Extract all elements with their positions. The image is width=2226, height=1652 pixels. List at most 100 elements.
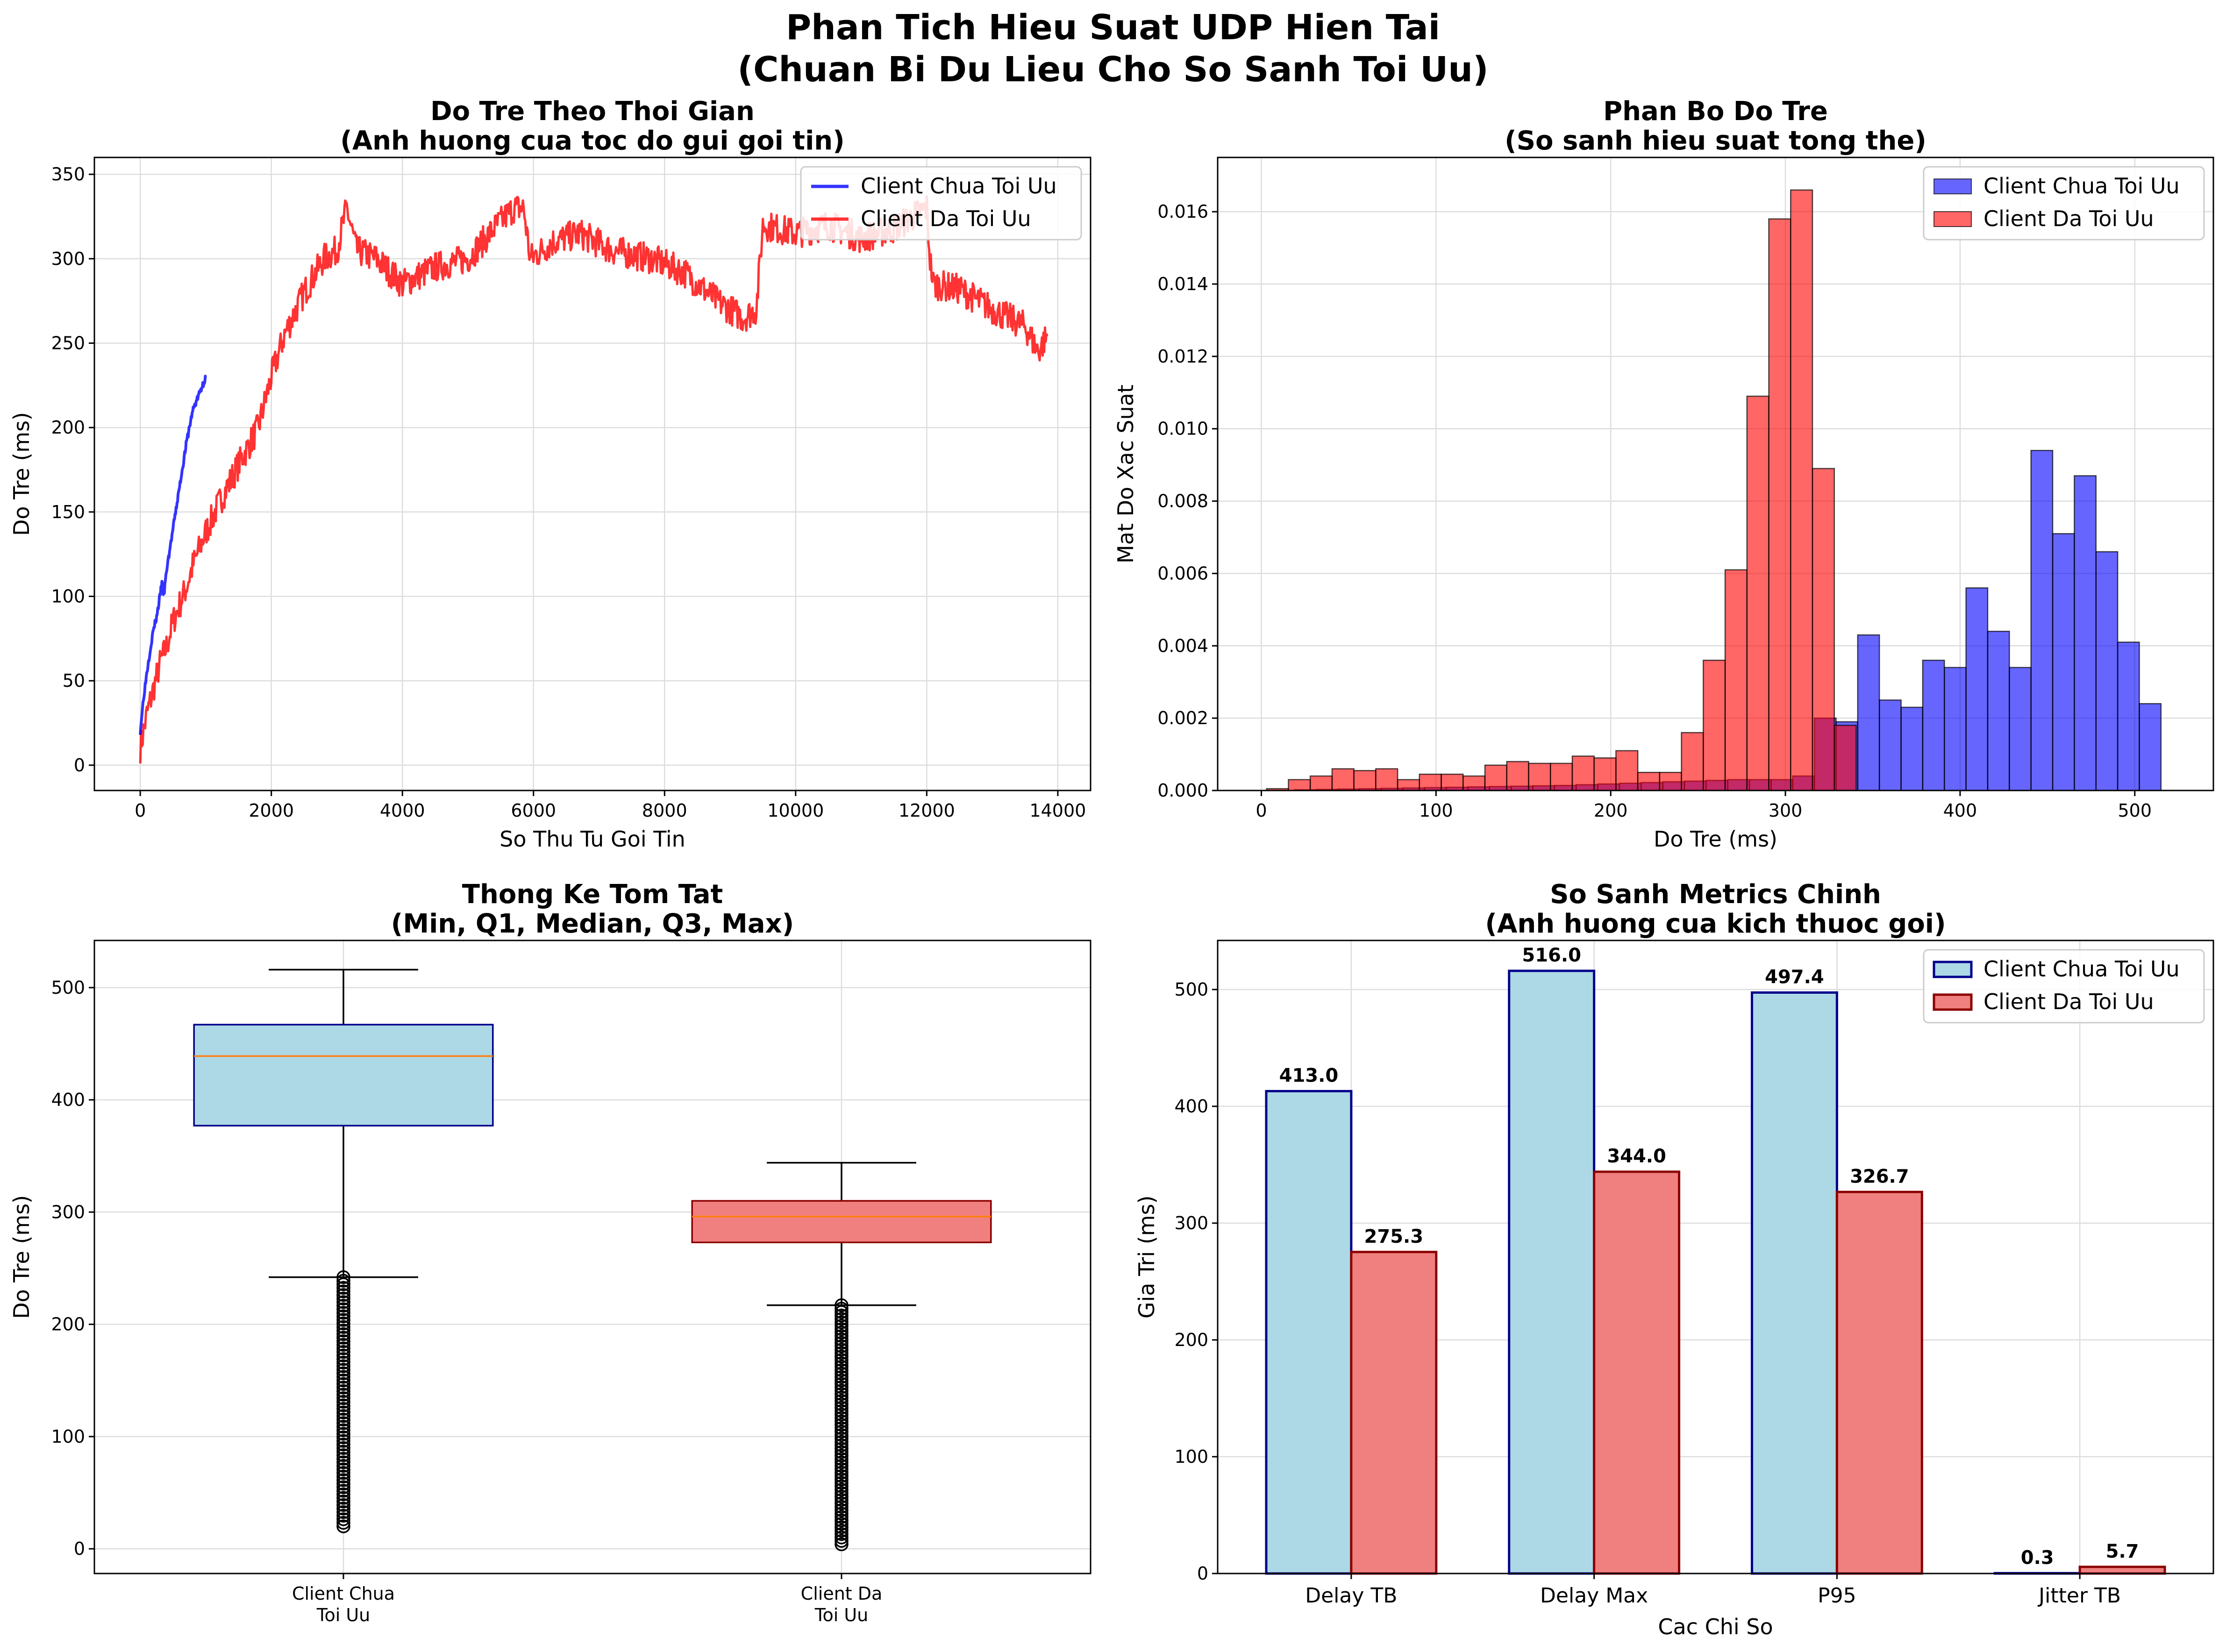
metric-bar-optimized [1835, 1190, 1923, 1575]
hist-bar-unoptimized [2030, 449, 2054, 791]
axes-frame [1217, 157, 2214, 791]
hist-bar-optimized [1309, 775, 1333, 791]
box-outlier [336, 1377, 350, 1391]
box-outlier [835, 1506, 849, 1521]
box-outlier [835, 1459, 849, 1473]
hist-bar-optimized [1812, 468, 1835, 791]
box-outlier [835, 1356, 849, 1370]
legend-swatch [1933, 178, 1972, 194]
box-outlier [835, 1329, 849, 1343]
box-outlier [835, 1322, 849, 1336]
box-body [691, 1200, 992, 1244]
box-outlier [336, 1405, 350, 1420]
x-tick-label: 6000 [511, 800, 556, 821]
bar-value-label: 5.7 [2106, 1541, 2139, 1562]
box-outlier [336, 1512, 350, 1526]
box-outlier [336, 1288, 350, 1302]
box-outlier [835, 1537, 849, 1552]
box-outlier [336, 1384, 350, 1398]
x-axis-label: Do Tre (ms) [1654, 826, 1777, 852]
box-outlier [835, 1308, 849, 1323]
box-outlier [336, 1302, 350, 1317]
hist-bar-optimized [1506, 761, 1529, 791]
series-line-optimized [139, 195, 1049, 764]
metric-bar-unoptimized [1508, 969, 1596, 1575]
box-outlier [336, 1359, 350, 1373]
box-outlier [336, 1469, 350, 1484]
figure-title-line1: Phan Tich Hieu Suat UDP Hien Tai [785, 7, 1441, 48]
box-outlier [336, 1309, 350, 1324]
legend-entry: Client Da Toi Uu [1983, 206, 2154, 231]
box-outlier [835, 1445, 849, 1459]
x-tick-label: Toi Uu [316, 1605, 371, 1625]
legend-entry: Client Chua Toi Uu [1983, 956, 2180, 982]
box-outlier [835, 1479, 849, 1494]
y-tick-label: 150 [51, 502, 85, 522]
box-outlier [835, 1455, 849, 1469]
box-outlier [336, 1291, 350, 1306]
box-outlier [835, 1486, 849, 1500]
chart-title-line2: (Anh huong cua toc do gui goi tin) [340, 126, 844, 156]
box-outlier [336, 1324, 350, 1338]
box-outlier [336, 1502, 350, 1516]
box-outlier [835, 1336, 849, 1350]
y-tick-label: 100 [51, 586, 85, 606]
box-outlier [336, 1495, 350, 1509]
metric-bar-unoptimized [1265, 1090, 1353, 1575]
y-tick-label: 0.006 [1157, 563, 1208, 584]
y-tick-label: 200 [1174, 1330, 1208, 1350]
box-outlier [835, 1363, 849, 1377]
chart-title-line2: (So sanh hieu suat tong the) [1505, 126, 1926, 156]
x-tick-label: Jitter TB [2037, 1584, 2121, 1608]
axes-frame [1217, 940, 2214, 1574]
box-outlier [336, 1505, 350, 1519]
x-tick-label: 12000 [899, 800, 955, 821]
box-outlier [835, 1417, 849, 1432]
hist-bar-optimized [1593, 757, 1617, 791]
legend-swatch [1933, 993, 1973, 1011]
box-outlier [835, 1315, 849, 1330]
box-outlier [336, 1270, 350, 1284]
y-tick-label: 300 [51, 249, 85, 269]
y-tick-label: 100 [51, 1426, 85, 1447]
chart-title-line1: Do Tre Theo Thoi Gian [430, 96, 755, 127]
legend-entry: Client Chua Toi Uu [1983, 173, 2180, 199]
box-outlier [336, 1341, 350, 1355]
box-outlier [336, 1327, 350, 1341]
bar-value-label: 413.0 [1279, 1065, 1339, 1087]
box-outlier [336, 1395, 350, 1409]
x-tick-label: 0 [135, 800, 146, 821]
hist-bar-optimized [1615, 750, 1639, 791]
box-outlier [835, 1428, 849, 1442]
box-outlier [336, 1306, 350, 1320]
x-tick-label: Toi Uu [814, 1605, 869, 1625]
x-tick-label: 2000 [249, 800, 294, 821]
axes-frame [93, 940, 1092, 1574]
box-outlier [835, 1302, 849, 1316]
chart-title-line1: Phan Bo Do Tre [1603, 96, 1828, 127]
box-body [193, 1024, 494, 1127]
box-outlier [336, 1348, 350, 1363]
legend-frame [1923, 949, 2205, 1024]
box-outlier [336, 1466, 350, 1480]
box-outlier [336, 1438, 350, 1452]
box-outlier [336, 1427, 350, 1441]
box-outlier [835, 1414, 849, 1429]
box-outlier [835, 1346, 849, 1360]
hist-bar-unoptimized [2052, 533, 2075, 791]
hist-bar-optimized [1571, 755, 1595, 791]
y-tick-label: 0.014 [1157, 274, 1208, 294]
box-outlier [336, 1373, 350, 1388]
box-outlier [336, 1409, 350, 1423]
hist-bar-optimized [1484, 764, 1507, 791]
hist-bar-optimized [1703, 660, 1726, 791]
box-outlier [835, 1397, 849, 1411]
bar-value-label: 516.0 [1522, 945, 1581, 966]
delay-distribution-chart: 0.000 0.002 0.004 0.006 0.008 0.010 0.012 0.014… [1113, 96, 2214, 852]
y-tick-label: 500 [1174, 979, 1208, 1000]
box-outlier [835, 1421, 849, 1435]
y-tick-label: 250 [51, 333, 85, 353]
box-outlier [835, 1482, 849, 1497]
box-outlier [336, 1459, 350, 1473]
